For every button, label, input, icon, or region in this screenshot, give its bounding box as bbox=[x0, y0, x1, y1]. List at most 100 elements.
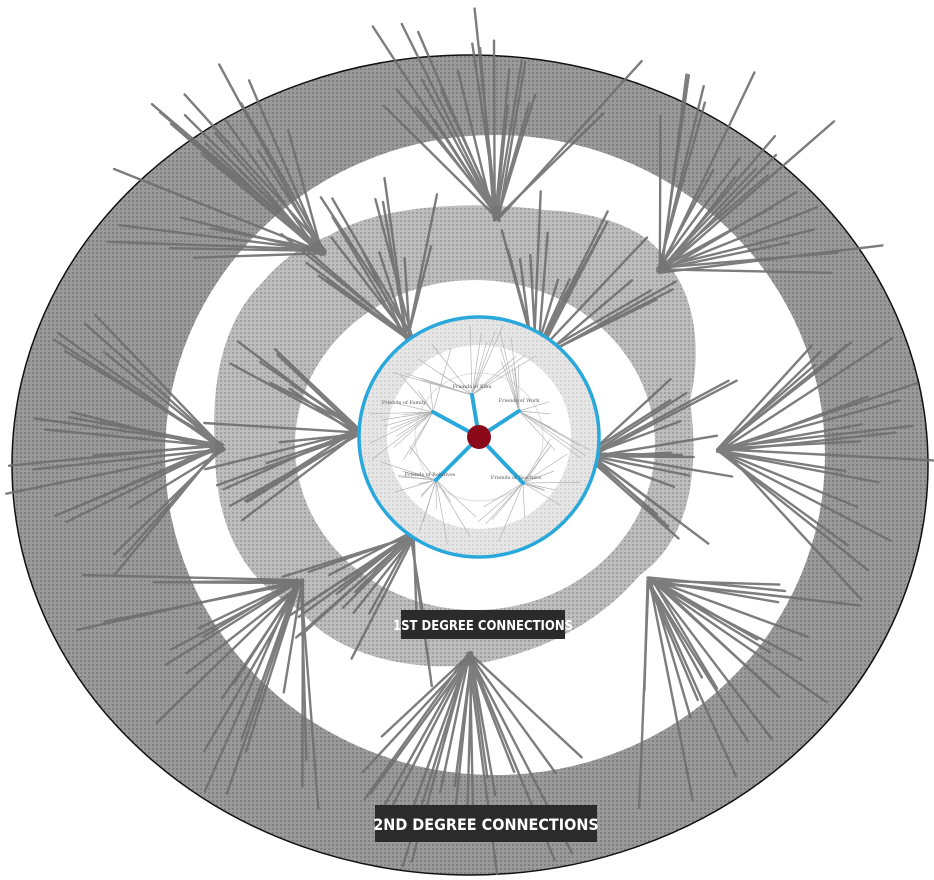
edge bbox=[103, 581, 303, 623]
edge bbox=[657, 174, 769, 270]
edge bbox=[225, 582, 300, 795]
edge bbox=[81, 573, 300, 582]
inner-edge bbox=[499, 331, 520, 412]
inner-edge bbox=[522, 453, 568, 484]
inner-edge bbox=[435, 479, 471, 537]
edge bbox=[494, 104, 509, 219]
edge bbox=[587, 399, 672, 454]
edge bbox=[468, 656, 475, 816]
edge bbox=[646, 579, 803, 661]
edge bbox=[369, 653, 473, 795]
edge bbox=[661, 134, 777, 269]
edge bbox=[588, 379, 730, 457]
edge bbox=[269, 381, 364, 432]
edge bbox=[354, 533, 414, 594]
edge bbox=[361, 653, 474, 774]
edge bbox=[240, 580, 299, 740]
inner-edge bbox=[422, 479, 437, 522]
inner-edge bbox=[390, 411, 434, 430]
edge bbox=[183, 93, 327, 252]
edge bbox=[288, 534, 411, 617]
inner-edge bbox=[429, 381, 434, 413]
edge bbox=[382, 104, 500, 221]
edge bbox=[638, 576, 650, 809]
edge bbox=[169, 246, 323, 252]
edge bbox=[585, 455, 680, 540]
edge bbox=[368, 535, 414, 615]
edge bbox=[70, 410, 222, 451]
inner-edge bbox=[420, 479, 437, 498]
edge bbox=[646, 579, 781, 586]
first-degree-ring bbox=[357, 315, 601, 559]
edge bbox=[647, 579, 704, 679]
edge bbox=[590, 391, 688, 455]
edge bbox=[265, 431, 359, 465]
inner-edge bbox=[518, 410, 552, 429]
inner-edge bbox=[471, 325, 504, 396]
edge bbox=[720, 343, 848, 449]
edge bbox=[658, 244, 884, 274]
edge bbox=[155, 582, 302, 725]
edge bbox=[657, 206, 819, 272]
inner-edge bbox=[393, 411, 434, 448]
edge bbox=[659, 73, 690, 274]
edge bbox=[64, 350, 224, 446]
inner-edge bbox=[398, 403, 434, 413]
inner-edge bbox=[403, 411, 434, 460]
edge bbox=[5, 448, 225, 495]
inner-edge bbox=[409, 445, 437, 481]
edge bbox=[280, 232, 411, 340]
inner-edge bbox=[522, 482, 525, 518]
edge bbox=[373, 655, 469, 825]
edge bbox=[586, 451, 670, 528]
inner-edge bbox=[431, 343, 473, 396]
edge bbox=[92, 444, 224, 457]
edge bbox=[407, 655, 469, 820]
edge bbox=[719, 336, 894, 452]
first-degree-label-text: 1ST DEGREE CONNECTIONS bbox=[393, 619, 573, 634]
inner-edge bbox=[485, 482, 524, 525]
inner-edge bbox=[435, 479, 452, 503]
inner-edge bbox=[409, 411, 434, 455]
edge bbox=[659, 120, 836, 274]
edge bbox=[716, 344, 814, 451]
edge bbox=[590, 454, 691, 477]
inner-edge bbox=[395, 479, 437, 493]
inner-edge bbox=[469, 325, 473, 396]
edge bbox=[106, 240, 322, 251]
first-degree-label-bg bbox=[401, 610, 565, 639]
edge bbox=[317, 274, 410, 341]
inner-edge bbox=[435, 479, 477, 518]
edge bbox=[331, 197, 414, 339]
edge bbox=[244, 578, 302, 753]
inner-edge bbox=[371, 411, 434, 460]
inner-edge bbox=[514, 368, 520, 412]
edge bbox=[414, 106, 498, 217]
inner-edge bbox=[381, 461, 437, 481]
inner-label-bottom-left: Friends of Relatives bbox=[405, 472, 456, 478]
inner-edge bbox=[392, 372, 473, 396]
inner-edge bbox=[518, 410, 586, 457]
inner-edge bbox=[522, 482, 556, 491]
edge bbox=[534, 210, 609, 357]
edge bbox=[203, 421, 360, 434]
edge bbox=[715, 448, 859, 508]
inner-edge bbox=[500, 361, 520, 412]
edge bbox=[406, 193, 439, 341]
edge bbox=[469, 655, 557, 775]
edge bbox=[648, 581, 798, 600]
edge bbox=[646, 576, 810, 639]
edge bbox=[649, 576, 781, 699]
edge bbox=[659, 206, 774, 270]
inner-label-top: Friends of Kiba bbox=[453, 384, 492, 390]
inner-edge bbox=[405, 373, 473, 396]
center-node bbox=[467, 425, 491, 449]
inner-edge bbox=[418, 390, 434, 413]
inner-label-bottom-right: Friends of Teachers bbox=[491, 475, 542, 481]
edge bbox=[301, 578, 305, 788]
inner-edge bbox=[522, 438, 551, 484]
edge bbox=[400, 22, 499, 218]
inner-edge bbox=[439, 372, 473, 396]
edge bbox=[257, 149, 324, 251]
